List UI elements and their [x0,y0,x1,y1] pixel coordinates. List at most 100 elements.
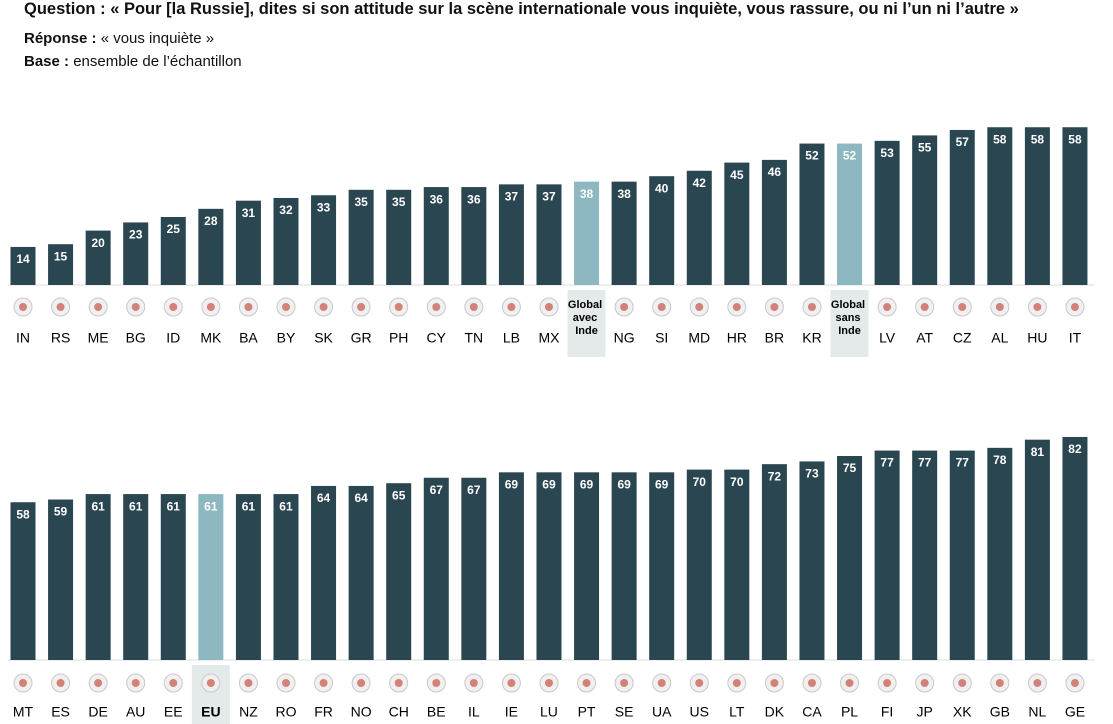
value-label: 52 [843,149,857,163]
flag-center [131,679,140,687]
flag-center [657,679,666,687]
bar [198,208,224,285]
base: Base : ensemble de l’échantillon [24,53,242,70]
flag-center [432,303,441,311]
base-label: Base : [24,53,70,70]
category-label: RO [275,704,296,720]
category-label: Global avec Inde [568,299,605,337]
bar [85,494,111,660]
value-label: 67 [467,483,481,497]
category-label: NZ [239,704,258,720]
flag-center [807,303,816,311]
category-label: ME [88,330,109,346]
flag-center [1070,303,1079,311]
flag-center [19,679,27,687]
value-label: 81 [1031,445,1045,459]
value-label: 55 [918,141,932,155]
category-label: TN [465,330,484,346]
response-text: « vous inquiète » [100,30,215,47]
value-label: 61 [91,499,105,513]
value-label: 78 [993,453,1007,467]
value-label: 31 [242,206,256,220]
category-label: KR [802,330,821,346]
category-label: GB [990,704,1010,720]
value-label: 45 [730,168,744,182]
flag-center [958,679,967,687]
bar [799,461,825,660]
bar [761,464,787,660]
bar [348,485,374,660]
category-label-line: Global [568,299,605,311]
category-label: ID [166,330,180,346]
value-label: 28 [204,214,218,228]
bar [611,472,637,660]
category-label: BG [126,330,146,346]
bar [874,140,900,285]
bar [123,494,149,660]
value-label: 73 [805,467,819,481]
category-label: CY [427,330,447,346]
value-label: 61 [129,499,143,513]
bar [799,143,825,285]
bar [461,187,487,285]
category-label: MD [688,330,710,346]
flag-center [206,303,215,311]
bar [498,472,524,660]
category-label-line: Inde [575,325,598,337]
bar [874,450,900,660]
category-label: HU [1027,330,1047,346]
value-label: 64 [354,491,368,505]
category-label: BY [277,330,296,346]
value-label: 40 [655,181,669,195]
value-label: 69 [617,477,631,491]
category-label: GR [351,330,372,346]
bar [10,246,36,285]
bar [48,244,74,285]
flag-center [582,679,591,687]
category-label: SI [655,330,668,346]
bar [1024,439,1050,660]
flag-center [995,303,1004,311]
category-label: CZ [953,330,972,346]
flag-center [507,303,516,311]
flag-center [56,679,65,687]
flag-center [169,679,178,687]
bar [987,127,1013,286]
category-label: Global sans Inde [831,299,868,337]
category-label-line: Global [831,299,868,311]
flag-center [206,679,215,687]
flag-center [620,679,629,687]
flag-center [394,303,403,311]
flag-center [469,679,478,687]
value-label: 33 [317,200,331,214]
bar [574,181,600,285]
value-label: 58 [1031,132,1045,146]
flag-center [469,303,478,311]
flag-center [732,303,741,311]
value-label: 20 [91,236,105,250]
value-label: 14 [16,252,30,266]
category-label: CH [389,704,409,720]
value-label: 57 [956,135,970,149]
flag-center [920,303,929,311]
value-label: 69 [655,477,669,491]
value-label: 61 [242,499,256,513]
value-label: 67 [430,483,444,497]
value-label: 69 [542,477,556,491]
highlight-box [830,290,869,357]
flag-center [244,303,253,311]
bar [949,129,975,285]
value-label: 53 [880,146,894,160]
flag-center [507,679,516,687]
flag-center [883,303,892,311]
bar [574,472,600,660]
bar [837,456,863,660]
bar [198,494,224,660]
flag-center [620,303,629,311]
bar [686,469,712,660]
category-label: IE [505,704,518,720]
response: Réponse : « vous inquiète » [24,30,214,47]
value-label: 32 [279,203,293,217]
flag-center [920,679,929,687]
category-label: EE [164,704,183,720]
